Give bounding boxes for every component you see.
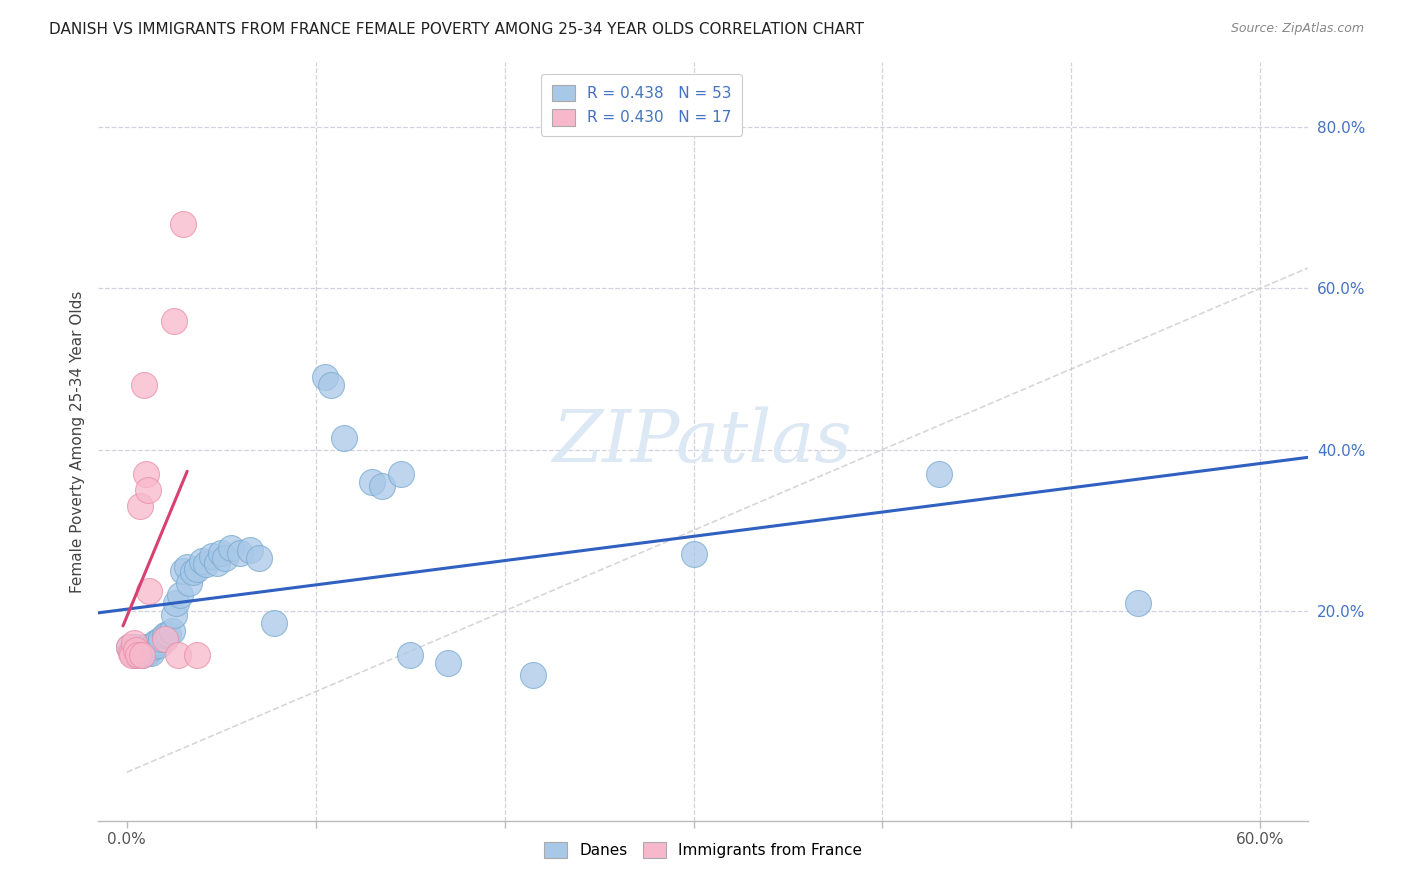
Point	[135, 640, 157, 655]
Point	[371, 479, 394, 493]
Point	[124, 642, 146, 657]
Point	[522, 668, 544, 682]
Point	[314, 370, 336, 384]
Point	[118, 640, 141, 655]
Point	[682, 548, 704, 562]
Point	[1126, 596, 1149, 610]
Point	[127, 648, 149, 663]
Point	[263, 615, 285, 630]
Point	[131, 648, 153, 663]
Point	[176, 559, 198, 574]
Point	[142, 640, 165, 655]
Point	[165, 596, 187, 610]
Point	[195, 557, 218, 571]
Point	[121, 648, 143, 663]
Point	[127, 644, 149, 658]
Point	[166, 648, 188, 663]
Point	[138, 644, 160, 658]
Point	[201, 549, 224, 563]
Point	[172, 564, 194, 578]
Point	[149, 632, 172, 647]
Point	[132, 642, 155, 657]
Text: ZIPatlas: ZIPatlas	[553, 406, 853, 477]
Point	[121, 646, 143, 660]
Point	[129, 499, 152, 513]
Point	[153, 632, 176, 647]
Point	[207, 556, 229, 570]
Point	[125, 640, 148, 655]
Point	[214, 551, 236, 566]
Point	[129, 646, 152, 660]
Point	[169, 588, 191, 602]
Point	[136, 646, 159, 660]
Point	[399, 648, 422, 663]
Point	[389, 467, 412, 481]
Y-axis label: Female Poverty Among 25-34 Year Olds: Female Poverty Among 25-34 Year Olds	[69, 291, 84, 592]
Point	[136, 483, 159, 497]
Point	[120, 644, 142, 658]
Point	[209, 546, 232, 560]
Point	[333, 430, 356, 444]
Point	[181, 565, 204, 579]
Point	[125, 648, 148, 663]
Point	[135, 644, 157, 658]
Point	[163, 607, 186, 622]
Point	[124, 636, 146, 650]
Point	[239, 543, 262, 558]
Text: DANISH VS IMMIGRANTS FROM FRANCE FEMALE POVERTY AMONG 25-34 YEAR OLDS CORRELATIO: DANISH VS IMMIGRANTS FROM FRANCE FEMALE …	[49, 22, 865, 37]
Point	[135, 467, 157, 481]
Point	[153, 628, 176, 642]
Point	[928, 467, 950, 481]
Point	[125, 642, 148, 657]
Point	[143, 636, 166, 650]
Point	[120, 646, 142, 660]
Point	[186, 562, 208, 576]
Point	[186, 648, 208, 663]
Point	[157, 626, 180, 640]
Point	[229, 546, 252, 560]
Point	[361, 475, 384, 489]
Text: Source: ZipAtlas.com: Source: ZipAtlas.com	[1230, 22, 1364, 36]
Point	[131, 648, 153, 663]
Point	[247, 551, 270, 566]
Point	[437, 657, 460, 671]
Point	[148, 638, 170, 652]
Point	[172, 217, 194, 231]
Point	[132, 378, 155, 392]
Point	[191, 554, 214, 568]
Point	[179, 575, 201, 590]
Point	[141, 646, 163, 660]
Point	[163, 313, 186, 327]
Point	[219, 541, 242, 555]
Point	[146, 634, 169, 648]
Legend: Danes, Immigrants from France: Danes, Immigrants from France	[537, 834, 869, 866]
Point	[160, 624, 183, 639]
Point	[138, 583, 160, 598]
Point	[118, 640, 141, 655]
Point	[319, 378, 342, 392]
